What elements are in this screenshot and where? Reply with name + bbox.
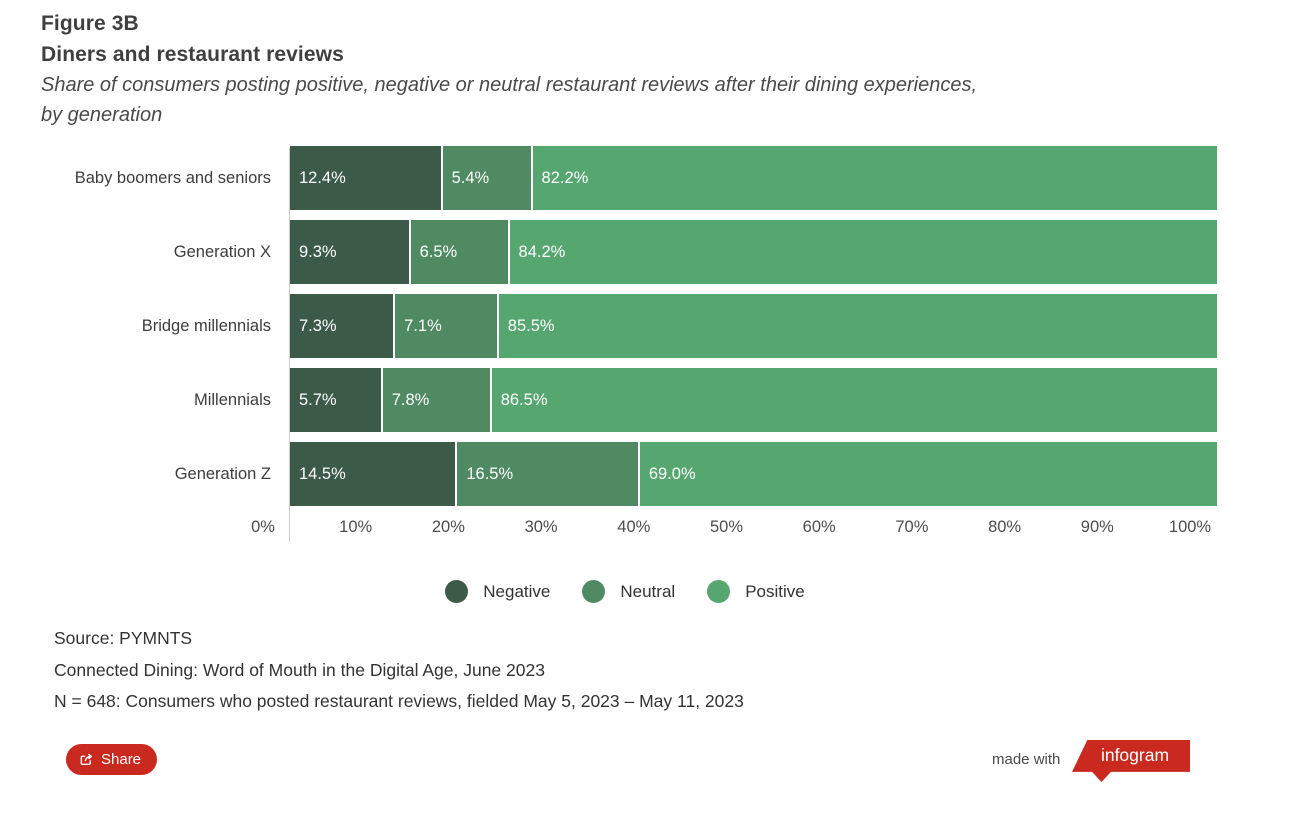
legend-label: Positive [745, 581, 805, 601]
stacked-bar: 9.3% 6.5% 84.2% [290, 220, 1217, 284]
x-tick-label: 10% [339, 518, 373, 536]
value-label: 16.5% [466, 464, 514, 483]
x-tick-label: 0% [251, 518, 275, 536]
bar-segment-positive[interactable]: 69.0% [639, 442, 1217, 506]
value-label: 14.5% [299, 464, 346, 483]
legend-item-neutral: Neutral [582, 580, 675, 603]
legend-label: Negative [483, 581, 551, 601]
x-tick-label: 20% [431, 518, 465, 536]
chart-subtitle-line1: Share of consumers posting positive, neg… [41, 74, 978, 96]
chart-subtitle-line2: by generation [41, 104, 163, 126]
bar-segment-positive[interactable]: 84.2% [509, 220, 1217, 284]
share-button-label: Share [101, 751, 142, 768]
bar-segment-neutral[interactable]: 7.8% [382, 368, 490, 432]
share-icon [80, 753, 93, 765]
bar-segment-neutral[interactable]: 7.1% [395, 294, 497, 358]
value-label: 7.8% [391, 390, 430, 409]
bar-rows: Baby boomers and seniors 12.4% 5.4% 82.2% Ge… [0, 146, 1218, 506]
chart-row: Generation Z 14.5% 16.5% 69.0% [0, 442, 1217, 506]
infogram-logo-text: infogram [1100, 745, 1170, 765]
figure-label: Figure 3B [41, 12, 139, 35]
x-tick-label: 30% [524, 518, 558, 536]
bar-segment-neutral[interactable]: 6.5% [410, 220, 508, 284]
bar-segment-negative[interactable]: 12.4% [290, 146, 441, 210]
share-button[interactable]: Share [66, 744, 158, 775]
stacked-bar: 14.5% 16.5% 69.0% [290, 442, 1217, 506]
bar-segment-negative[interactable]: 7.3% [290, 294, 394, 358]
value-label: 86.5% [500, 390, 548, 409]
value-label: 9.3% [299, 242, 337, 261]
bar-segment-positive[interactable]: 82.2% [532, 146, 1217, 210]
category-label: Bridge millennials [141, 317, 271, 335]
value-label: 84.2% [518, 242, 566, 261]
x-tick-label: 60% [802, 518, 836, 536]
page-title: Diners and restaurant reviews [41, 43, 344, 66]
value-label: 7.1% [404, 316, 442, 335]
bar-segment-negative[interactable]: 5.7% [290, 368, 381, 432]
x-tick-label: 40% [617, 518, 651, 536]
chart-row: Millennials 5.7% 7.8% 86.5% [0, 368, 1217, 432]
source-block: Source: PYMNTS Connected Dining: Word of… [54, 623, 1290, 718]
legend-dot-icon [707, 580, 731, 603]
made-with-label: made with [992, 751, 1061, 768]
legend-label: Neutral [620, 581, 676, 601]
x-tick-label: 80% [988, 518, 1022, 536]
chart-row: Generation X 9.3% 6.5% 84.2% [0, 220, 1217, 284]
bar-segment-neutral[interactable]: 16.5% [457, 442, 638, 506]
category-label: Generation Z [174, 465, 271, 483]
stacked-bar: 12.4% 5.4% 82.2% [290, 146, 1217, 210]
chart-legend: Negative Neutral Positive [0, 580, 1250, 603]
bar-segment-neutral[interactable]: 5.4% [442, 146, 531, 210]
value-label: 85.5% [507, 316, 555, 335]
category-label: Millennials [193, 391, 271, 409]
x-tick-label: 90% [1080, 518, 1114, 536]
legend-item-positive: Positive [707, 580, 805, 603]
bar-segment-positive[interactable]: 85.5% [498, 294, 1218, 358]
value-label: 5.4% [451, 168, 490, 187]
infogram-logo[interactable]: infogram [1072, 740, 1190, 782]
value-label: 12.4% [299, 168, 346, 187]
category-label: Generation X [173, 243, 271, 261]
value-label: 5.7% [299, 390, 337, 409]
legend-item-negative: Negative [445, 580, 550, 603]
source-line: N = 648: Consumers who posted restaurant… [54, 691, 744, 711]
bar-segment-positive[interactable]: 86.5% [491, 368, 1217, 432]
y-axis-line [289, 148, 290, 542]
value-label: 82.2% [541, 168, 589, 187]
footer: Share made with infogram [0, 740, 1290, 800]
bar-segment-negative[interactable]: 9.3% [290, 220, 409, 284]
x-tick-label: 70% [895, 518, 929, 536]
category-label: Baby boomers and seniors [74, 169, 271, 187]
legend-dot-icon [582, 580, 606, 603]
stacked-bar-chart: Baby boomers and seniors 12.4% 5.4% 82.2% Ge… [0, 146, 1218, 542]
chart-row: Baby boomers and seniors 12.4% 5.4% 82.2% [0, 146, 1217, 210]
x-tick-label: 50% [709, 518, 744, 536]
chart-header: Figure 3B Diners and restaurant reviews … [0, 0, 1290, 130]
value-label: 69.0% [648, 464, 696, 483]
legend-dot-icon [445, 580, 469, 603]
chart-row: Bridge millennials 7.3% 7.1% 85.5% [0, 294, 1218, 358]
value-label: 7.3% [299, 316, 337, 335]
stacked-bar: 7.3% 7.1% 85.5% [290, 294, 1218, 358]
bar-segment-negative[interactable]: 14.5% [290, 442, 456, 506]
value-label: 6.5% [419, 242, 458, 261]
source-line: Connected Dining: Word of Mouth in the D… [54, 659, 545, 680]
source-line: Source: PYMNTS [54, 628, 193, 648]
stacked-bar: 5.7% 7.8% 86.5% [290, 368, 1217, 432]
x-tick-label: 100% [1168, 518, 1212, 536]
x-axis-ticks: 0% 10% 20% 30% 40% 50% 60% 70% 80% 90% 100% [251, 518, 1217, 542]
